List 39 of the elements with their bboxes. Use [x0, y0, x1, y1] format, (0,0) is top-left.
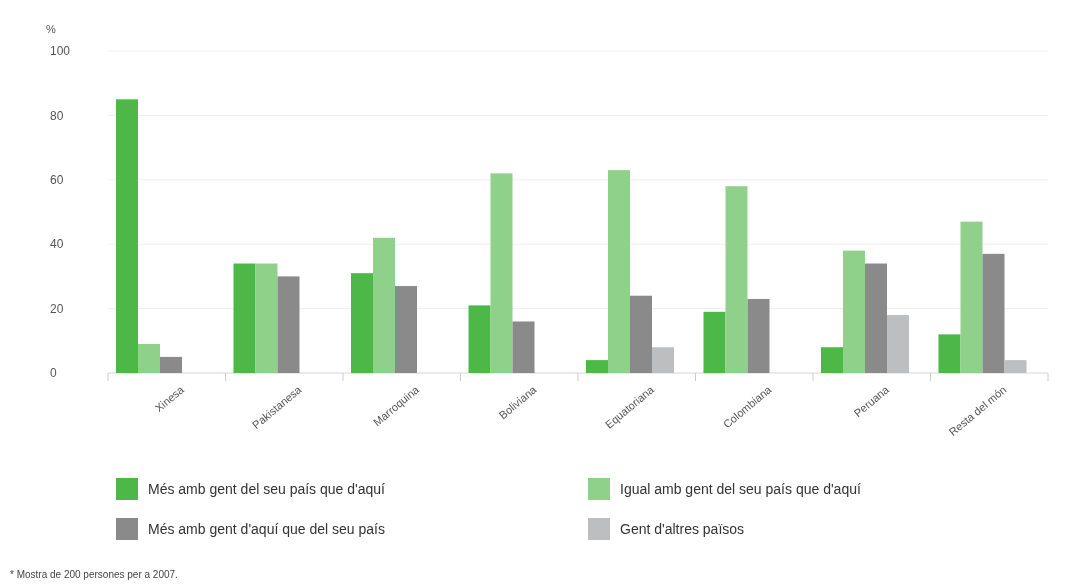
- y-tick-label: 80: [50, 108, 64, 123]
- bar: [725, 186, 748, 373]
- bar: [960, 221, 983, 373]
- bar: [160, 356, 182, 373]
- legend-label: Més amb gent del seu país que d'aquí: [148, 480, 386, 497]
- bar: [865, 263, 887, 373]
- text: * Mostra de 200 persones per a 2007.: [10, 569, 178, 580]
- bar: [351, 273, 373, 373]
- bar: [255, 263, 278, 373]
- bar: [703, 311, 726, 373]
- legend-label: Gent d'altres països: [620, 520, 745, 537]
- bar: [843, 250, 865, 373]
- bar: [490, 173, 513, 373]
- y-tick-label: 0: [50, 366, 57, 381]
- bar: [982, 253, 1005, 373]
- bar: [233, 263, 256, 373]
- bar: [468, 305, 491, 373]
- y-tick-label: 60: [50, 173, 64, 187]
- bar: [116, 99, 138, 373]
- bar: [277, 276, 300, 373]
- y-tick-label: 100: [50, 44, 71, 59]
- bar: [747, 298, 770, 373]
- y-tick-label: 40: [50, 237, 64, 252]
- bar: [373, 237, 395, 373]
- bar: [395, 286, 417, 373]
- y-tick-label: 20: [50, 301, 64, 316]
- bar: [887, 315, 909, 373]
- bar: [608, 170, 630, 373]
- bar: [821, 347, 843, 373]
- bar: [586, 360, 608, 373]
- legend-label: Més amb gent d'aquí que del seu país: [148, 520, 385, 537]
- legend-label: Igual amb gent del seu país que d'aquí: [620, 480, 861, 497]
- bar: [630, 295, 652, 373]
- y-axis-title: %: [46, 23, 56, 35]
- bar: [938, 334, 961, 373]
- bar: [652, 347, 674, 373]
- bar: [1004, 360, 1027, 373]
- bar: [512, 321, 535, 373]
- bar: [138, 344, 160, 373]
